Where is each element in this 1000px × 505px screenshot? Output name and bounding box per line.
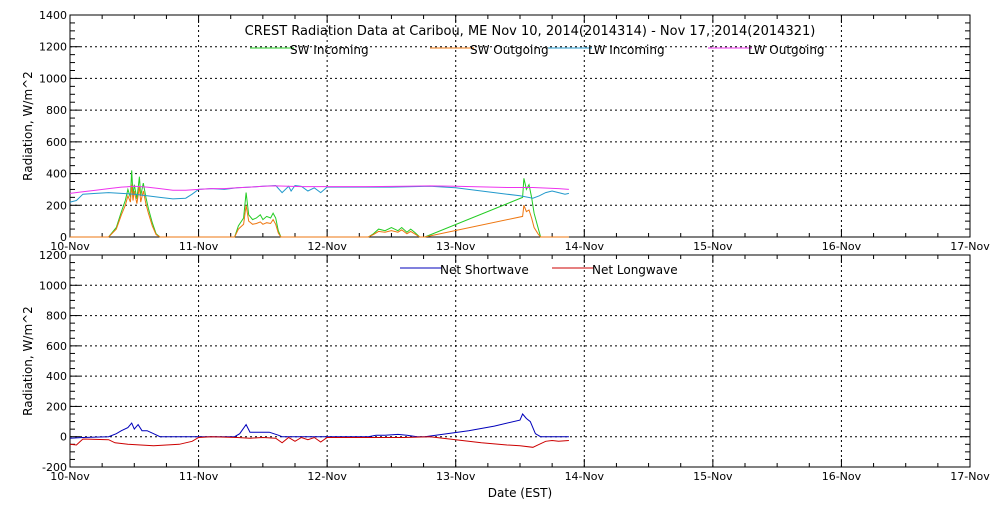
x-tick-label: 12-Nov xyxy=(307,240,347,253)
x-tick-label: 15-Nov xyxy=(693,240,733,253)
x-tick-label: 14-Nov xyxy=(565,240,605,253)
legend-label: LW Outgoing xyxy=(748,43,825,57)
legend-label: SW Outgoing xyxy=(470,43,549,57)
y-axis-title: Radiation, W/m^2 xyxy=(21,71,35,181)
x-tick-label: 11-Nov xyxy=(179,470,219,483)
y-tick-label: 800 xyxy=(46,104,67,117)
y-axis-title: Radiation, W/m^2 xyxy=(21,306,35,416)
x-tick-label: 10-Nov xyxy=(50,470,90,483)
y-tick-label: 200 xyxy=(46,400,67,413)
y-tick-label: 0 xyxy=(60,431,67,444)
y-tick-label: 1400 xyxy=(39,9,67,22)
plot-frame xyxy=(69,254,971,468)
legend-label: Net Longwave xyxy=(592,263,678,277)
series-line-net-shortwave xyxy=(69,413,569,439)
x-tick-label: 17-Nov xyxy=(950,240,990,253)
legend-label: SW Incoming xyxy=(290,43,369,57)
chart-title: CREST Radiation Data at Caribou, ME Nov … xyxy=(245,24,816,39)
bottom-panel: 10-Nov 11-Nov 12-Nov 13-Nov 14-Nov 15-Nov 16-N… xyxy=(21,249,990,500)
x-tick-label: 10-Nov xyxy=(50,240,90,253)
x-tick-label: 15-Nov xyxy=(693,470,733,483)
y-tick-label: 1000 xyxy=(39,72,67,85)
y-tick-label: -200 xyxy=(42,461,67,474)
x-axis-title: Date (EST) xyxy=(488,486,552,500)
y-tick-label: 0 xyxy=(60,231,67,244)
x-tick-label: 16-Nov xyxy=(822,470,862,483)
series-line-sw-outgoing xyxy=(70,184,569,238)
legend-label: LW Incoming xyxy=(588,43,665,57)
y-tick-label: 200 xyxy=(46,199,67,212)
x-tick-label: 16-Nov xyxy=(822,240,862,253)
y-tick-label: 400 xyxy=(46,370,67,383)
x-tick-label: 13-Nov xyxy=(436,470,476,483)
series-line-lw-incoming xyxy=(69,184,570,203)
x-tick-label: 17-Nov xyxy=(950,470,990,483)
x-tick-label: 11-Nov xyxy=(179,240,219,253)
y-tick-label: 1200 xyxy=(39,249,67,262)
x-tick-label: 14-Nov xyxy=(565,470,605,483)
series-line-net-longwave xyxy=(69,436,569,448)
y-tick-label: 600 xyxy=(46,136,67,149)
x-tick-label: 12-Nov xyxy=(307,470,347,483)
series-line-sw-incoming xyxy=(70,170,569,238)
y-tick-label: 1000 xyxy=(39,279,67,292)
legend-label: Net Shortwave xyxy=(440,263,529,277)
y-tick-label: 600 xyxy=(46,340,67,353)
plot-frame xyxy=(69,14,971,238)
series-line-lw-outgoing xyxy=(69,185,569,194)
top-panel: 10-Nov 11-Nov 12-Nov 13-Nov 14-Nov 15-Nov 16-N… xyxy=(21,9,990,253)
y-tick-label: 1200 xyxy=(39,41,67,54)
x-tick-label: 13-Nov xyxy=(436,240,476,253)
y-tick-label: 800 xyxy=(46,310,67,323)
y-tick-label: 400 xyxy=(46,168,67,181)
